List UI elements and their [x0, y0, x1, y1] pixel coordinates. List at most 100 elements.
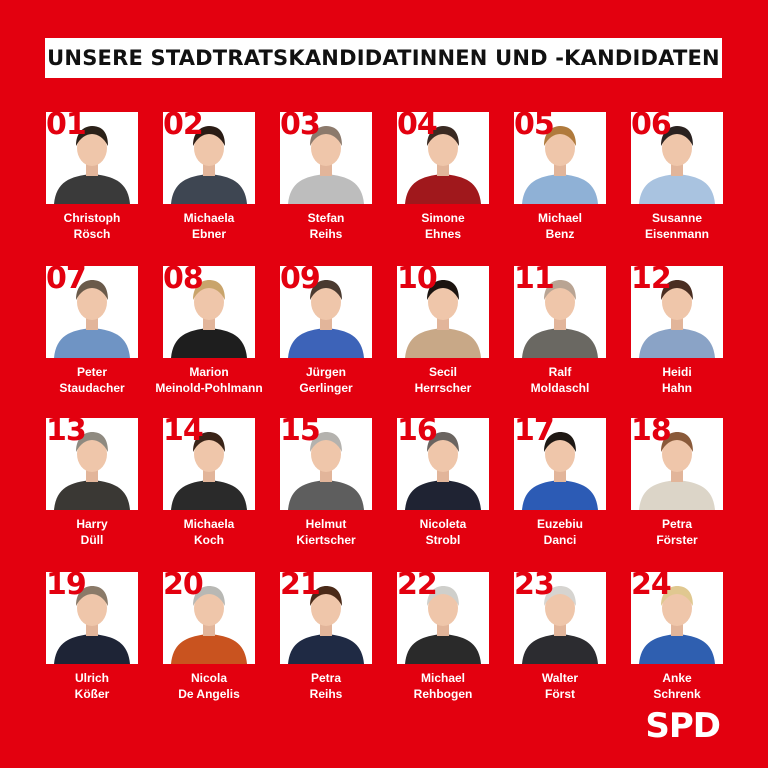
candidate-number: 22 [397, 572, 438, 602]
person-silhouette-icon [288, 126, 364, 204]
candidate-name: Marion Meinold-Pohlmann [149, 364, 269, 396]
candidate-first-name: Michael [537, 211, 582, 225]
candidate-number: 04 [397, 112, 438, 142]
candidate-name: Christoph Rösch [32, 210, 152, 242]
candidate-first-name: Nicola [190, 671, 227, 685]
candidate-photo: 09 [280, 266, 372, 358]
candidate-number: 16 [397, 418, 438, 448]
candidate-last-name: Danci [543, 533, 577, 547]
person-silhouette-icon [54, 280, 130, 358]
candidate-first-name: Michaela [183, 517, 235, 531]
candidate-first-name: Walter [541, 671, 579, 685]
candidate-photo: 12 [631, 266, 723, 358]
candidate-last-name: De Angelis [178, 687, 240, 701]
person-silhouette-icon [639, 280, 715, 358]
candidate-photo: 10 [397, 266, 489, 358]
title-banner: UNSERE STADTRATSKANDIDATINNEN UND -KANDI… [45, 38, 722, 78]
person-silhouette-icon [522, 280, 598, 358]
candidate-first-name: Anke [662, 671, 692, 685]
candidate-first-name: Marion [189, 365, 229, 379]
candidate-last-name: Staudacher [59, 381, 125, 395]
candidate-first-name: Euzebiu [536, 517, 583, 531]
candidate-photo: 07 [46, 266, 138, 358]
person-silhouette-icon [54, 126, 130, 204]
candidate-first-name: Nicoleta [419, 517, 467, 531]
candidate-last-name: Reihs [309, 687, 343, 701]
candidate-number: 21 [280, 572, 321, 602]
person-silhouette-icon [171, 126, 247, 204]
person-silhouette-icon [639, 432, 715, 510]
candidate-first-name: Ulrich [74, 671, 109, 685]
candidate-name: Peter Staudacher [32, 364, 152, 396]
candidate-last-name: Kößer [74, 687, 110, 701]
candidate-name: Petra Förster [617, 516, 737, 548]
candidate-first-name: Susanne [651, 211, 702, 225]
person-silhouette-icon [639, 586, 715, 664]
candidate-name: Stefan Reihs [266, 210, 386, 242]
candidate-name: Nicoleta Strobl [383, 516, 503, 548]
candidate-name: Michael Benz [500, 210, 620, 242]
candidate-last-name: Gerlinger [299, 381, 353, 395]
candidate-number: 02 [163, 112, 204, 142]
candidate-photo: 02 [163, 112, 255, 204]
candidate-last-name: Kiertscher [296, 533, 356, 547]
candidate-name: Michaela Ebner [149, 210, 269, 242]
candidate-first-name: Christoph [63, 211, 121, 225]
candidate-photo: 11 [514, 266, 606, 358]
candidate-number: 06 [631, 112, 672, 142]
candidate-number: 10 [397, 266, 438, 296]
candidate-name: Michael Rehbogen [383, 670, 503, 702]
person-silhouette-icon [405, 432, 481, 510]
candidate-number: 23 [514, 572, 555, 602]
person-silhouette-icon [171, 432, 247, 510]
candidate-last-name: Förster [656, 533, 698, 547]
candidate-photo: 21 [280, 572, 372, 664]
candidate-first-name: Helmut [305, 517, 347, 531]
candidate-first-name: Michaela [183, 211, 235, 225]
candidate-number: 11 [514, 266, 555, 296]
candidate-last-name: Meinold-Pohlmann [155, 381, 263, 395]
candidate-number: 19 [46, 572, 87, 602]
candidate-number: 01 [46, 112, 87, 142]
candidate-first-name: Heidi [662, 365, 692, 379]
person-silhouette-icon [522, 126, 598, 204]
candidate-first-name: Petra [661, 517, 693, 531]
candidate-number: 08 [163, 266, 204, 296]
candidate-photo: 05 [514, 112, 606, 204]
spd-logo: SPD [645, 706, 721, 746]
person-silhouette-icon [54, 586, 130, 664]
candidate-last-name: Düll [80, 533, 104, 547]
candidate-number: 17 [514, 418, 555, 448]
candidate-number: 07 [46, 266, 87, 296]
page-title: UNSERE STADTRATSKANDIDATINNEN UND -KANDI… [47, 46, 720, 70]
candidate-number: 03 [280, 112, 321, 142]
candidate-name: Simone Ehnes [383, 210, 503, 242]
candidate-last-name: Eisenmann [644, 227, 710, 241]
candidate-number: 09 [280, 266, 321, 296]
candidate-number: 15 [280, 418, 321, 448]
candidate-first-name: Petra [310, 671, 342, 685]
candidate-last-name: Först [545, 687, 575, 701]
candidate-photo: 13 [46, 418, 138, 510]
candidate-first-name: Peter [76, 365, 108, 379]
candidate-last-name: Benz [545, 227, 575, 241]
candidate-photo: 24 [631, 572, 723, 664]
candidate-photo: 03 [280, 112, 372, 204]
candidate-last-name: Reihs [309, 227, 343, 241]
candidate-name: Ralf Moldaschl [500, 364, 620, 396]
person-silhouette-icon [522, 432, 598, 510]
person-silhouette-icon [54, 432, 130, 510]
candidate-name: Walter Först [500, 670, 620, 702]
person-silhouette-icon [405, 280, 481, 358]
candidate-last-name: Schrenk [653, 687, 701, 701]
candidate-name: Jürgen Gerlinger [266, 364, 386, 396]
candidate-first-name: Ralf [548, 365, 572, 379]
candidate-last-name: Hahn [662, 381, 692, 395]
candidate-last-name: Ebner [191, 227, 226, 241]
candidate-photo: 18 [631, 418, 723, 510]
candidate-first-name: Harry [76, 517, 108, 531]
candidate-last-name: Rösch [73, 227, 111, 241]
candidate-photo: 23 [514, 572, 606, 664]
candidate-photo: 22 [397, 572, 489, 664]
